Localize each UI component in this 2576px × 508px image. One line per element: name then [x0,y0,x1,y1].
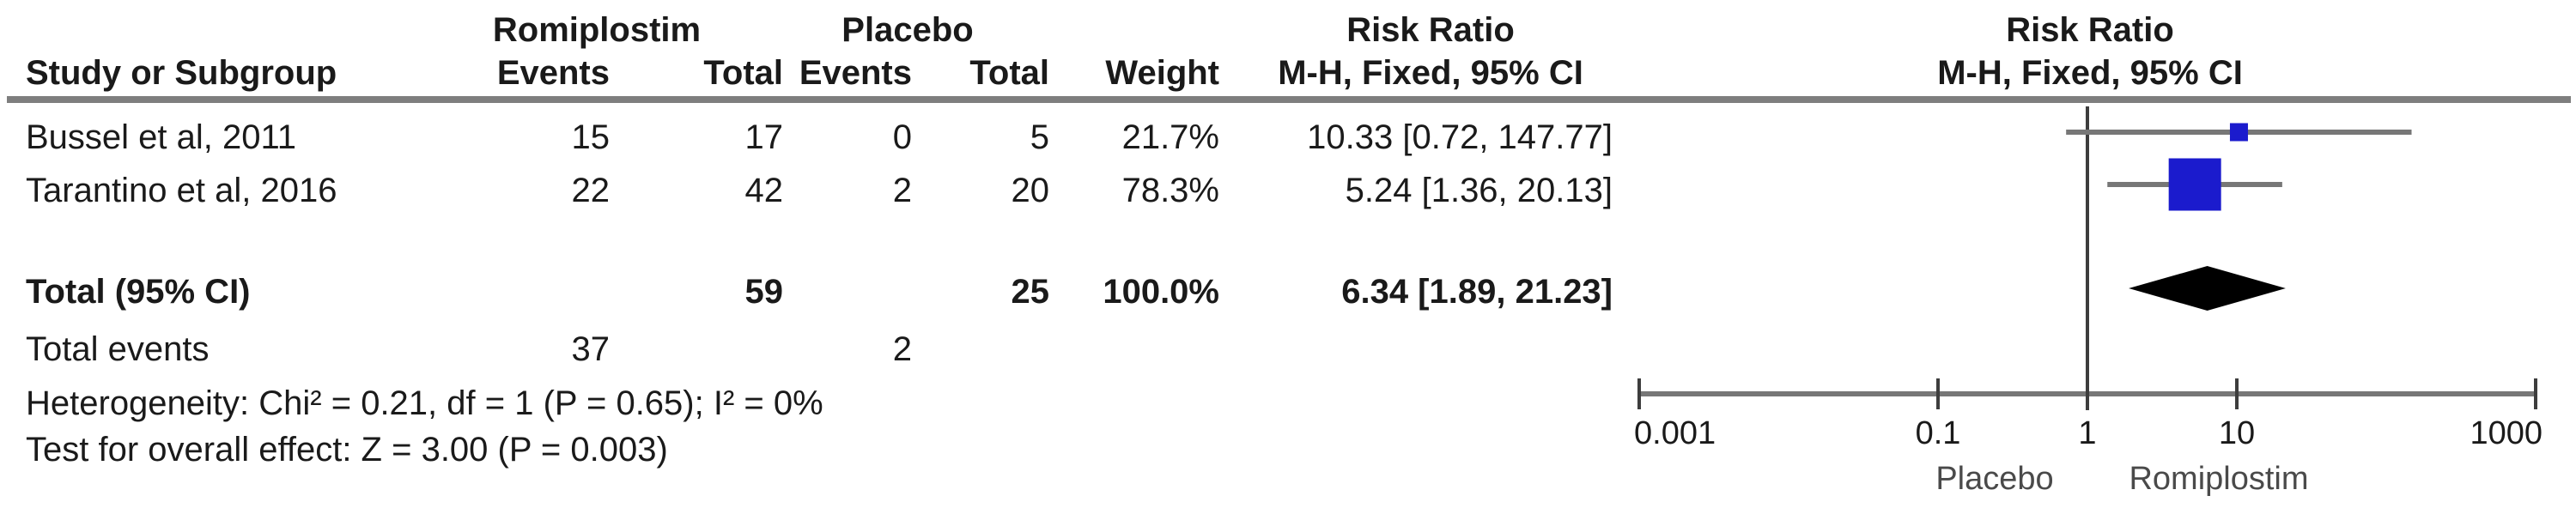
total-weight: 100.0% [1103,273,1219,311]
column-header-study: Study or Subgroup [26,54,337,92]
x-axis-tick-label: 0.1 [1916,415,1961,451]
study-ctl-events: 0 [892,118,912,156]
study-ctl-total: 20 [1011,172,1050,209]
study-ci-text: 5.24 [1.36, 20.13] [1345,172,1613,209]
column-header-exp-total: Total [703,54,783,92]
study-name: Bussel et al, 2011 [26,118,297,156]
overall-effect-text: Test for overall effect: Z = 3.00 (P = 0… [26,431,668,469]
total-exp-total: 59 [744,273,784,311]
column-header-ci-table: M-H, Fixed, 95% CI [1278,54,1583,92]
total-events-ctl: 2 [892,330,912,368]
study-exp-total: 42 [744,172,784,209]
column-header-weight: Weight [1105,54,1219,92]
effect-title-table: Risk Ratio [1346,11,1515,49]
effect-title-plot: Risk Ratio [2006,11,2174,49]
study-weight: 78.3% [1121,172,1219,209]
study-marker-square [2229,123,2248,142]
x-axis-tick-label: 1000 [2470,415,2543,451]
total-diamond [2129,266,2286,311]
group-header-experimental: Romiplostim [492,11,702,49]
x-axis-tick-label: 0.001 [1634,415,1716,451]
total-label: Total (95% CI) [26,273,251,311]
study-weight: 21.7% [1121,118,1219,156]
x-axis-tick-label: 10 [2219,415,2255,451]
column-header-ctl-events: Events [799,54,912,92]
total-events-label: Total events [26,330,210,368]
study-exp-events: 22 [571,172,611,209]
header-separator-rule [7,96,2571,103]
x-axis-tick-label: 1 [2078,415,2096,451]
total-ci-text: 6.34 [1.89, 21.23] [1341,273,1613,311]
group-header-control: Placebo [841,11,974,49]
column-header-ctl-total: Total [969,54,1049,92]
axis-right-group-label: Romiplostim [2129,461,2308,497]
axis-left-group-label: Placebo [1935,461,2053,497]
study-exp-total: 17 [744,118,784,156]
study-ci-text: 10.33 [0.72, 147.77] [1307,118,1613,156]
total-events-exp: 37 [571,330,611,368]
study-name: Tarantino et al, 2016 [26,172,337,209]
column-header-exp-events: Events [496,54,610,92]
study-ctl-total: 5 [1030,118,1049,156]
study-ctl-events: 2 [892,172,912,209]
total-ctl-total: 25 [1011,273,1050,311]
study-marker-square [2168,158,2221,211]
column-header-ci-plot: M-H, Fixed, 95% CI [1937,54,2243,92]
heterogeneity-text: Heterogeneity: Chi² = 0.21, df = 1 (P = … [26,384,823,422]
study-exp-events: 15 [571,118,611,156]
